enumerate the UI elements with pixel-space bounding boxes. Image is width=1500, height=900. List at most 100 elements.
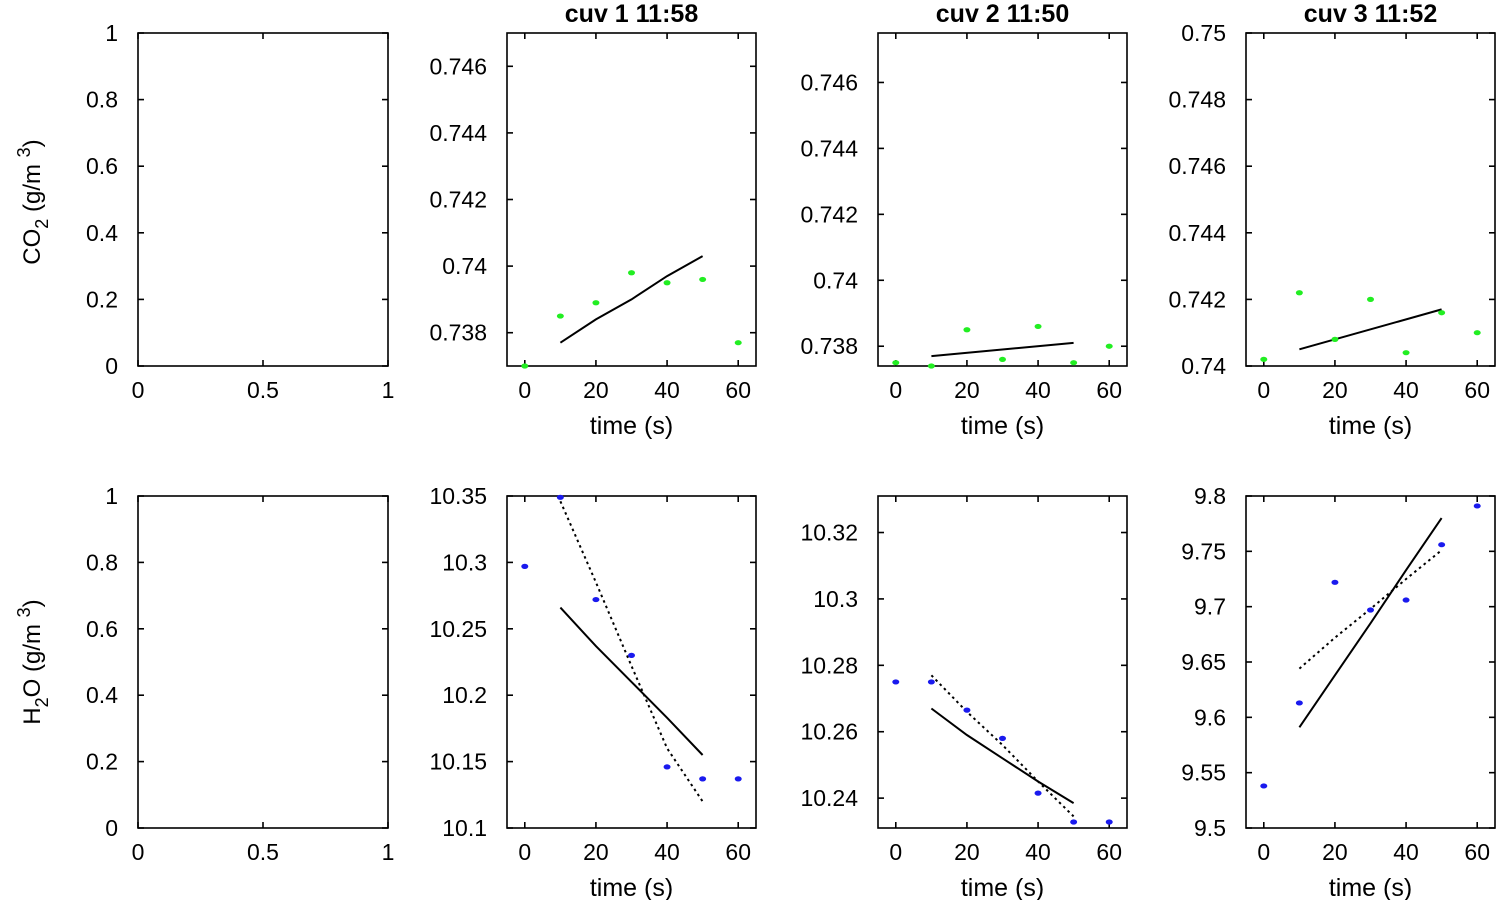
y-tick-label: 9.75	[1181, 538, 1226, 564]
x-tick-label: 1	[382, 839, 395, 865]
data-point	[1260, 783, 1268, 789]
y-tick-label: 10.25	[429, 616, 487, 642]
x-tick-label: 20	[954, 377, 980, 403]
data-point	[892, 360, 900, 366]
data-point	[1331, 336, 1339, 342]
x-tick-label: 40	[1393, 839, 1419, 865]
data-point	[1295, 290, 1303, 296]
co2-y-axis-label-part: )	[19, 139, 46, 147]
plot-frame	[877, 495, 1128, 829]
data-point	[734, 340, 742, 346]
data-point	[556, 494, 564, 500]
data-point	[663, 280, 671, 286]
y-tick-label: 9.8	[1194, 483, 1226, 509]
x-tick-label: 20	[1322, 839, 1348, 865]
plot-frame	[1245, 32, 1496, 367]
y-tick-label: 10.28	[800, 652, 858, 678]
solid-fit-line	[559, 606, 704, 756]
y-tick-label: 0.74	[1181, 353, 1226, 379]
y-tick-label: 0.8	[86, 87, 118, 113]
plot-frame	[137, 32, 389, 367]
data-point	[999, 356, 1006, 363]
y-tick-label: 1	[105, 20, 118, 46]
x-axis-label: time (s)	[1329, 874, 1412, 900]
data-point	[1473, 330, 1481, 336]
h2o-y-axis-label-part: )	[19, 599, 46, 607]
panel-h2o-cuv3: 0 20 40 60 9.5 9.55 9.6 9.65 9.7 9.75 9.8 time (s)	[1181, 483, 1496, 900]
x-tick-label: 40	[1393, 377, 1419, 403]
y-tick-label: 0.738	[800, 333, 858, 359]
data-point	[628, 270, 635, 276]
data-point	[521, 563, 529, 569]
x-tick-label: 0	[132, 377, 145, 403]
y-tick-label: 0.74	[442, 253, 487, 279]
co2-y-axis-label-part: 2	[32, 219, 52, 229]
data-point	[892, 679, 900, 685]
y-tick-label: 0.2	[86, 749, 118, 775]
dotted-fit-line	[930, 674, 1075, 818]
y-tick-label: 10.26	[800, 719, 858, 745]
data-point	[963, 707, 971, 713]
x-tick-label: 20	[583, 377, 609, 403]
data-point	[699, 276, 707, 283]
y-tick-label: 0.4	[86, 220, 118, 246]
solid-fit-line	[931, 341, 1074, 358]
panel-co2-cuv2: 0 20 40 60 0.738 0.74 0.742 0.744 0.746 cuv 2 11:…	[800, 0, 1128, 440]
co2-y-axis-label-part: (g/m	[19, 157, 46, 218]
h2o-y-axis-label-part: H	[19, 707, 46, 724]
data-point	[1367, 607, 1374, 613]
data-point	[699, 776, 707, 782]
x-tick-label: 60	[725, 377, 751, 403]
plot-frame	[1245, 495, 1496, 829]
data-point	[1402, 597, 1410, 603]
x-tick-label: 40	[654, 377, 680, 403]
x-tick-label: 0	[518, 377, 531, 403]
data-point	[556, 313, 564, 319]
data-point	[521, 363, 529, 369]
data-point	[963, 327, 971, 333]
data-point	[1331, 579, 1339, 585]
y-tick-label: 0.744	[800, 135, 858, 161]
x-tick-label: 60	[725, 839, 751, 865]
x-tick-label: 0.5	[247, 839, 279, 865]
x-tick-label: 0	[889, 839, 902, 865]
x-tick-label: 20	[954, 839, 980, 865]
y-tick-label: 9.55	[1181, 760, 1226, 786]
solid-fit-line	[1299, 308, 1442, 351]
data-point	[1105, 343, 1113, 349]
y-tick-label: 0.746	[1168, 153, 1226, 179]
x-tick-label: 20	[583, 839, 609, 865]
dotted-fit-line	[1298, 549, 1443, 670]
h2o-y-axis-label-part: 2	[32, 697, 52, 707]
y-tick-label: 0.744	[1168, 220, 1226, 246]
y-tick-label: 0.746	[800, 69, 858, 95]
data-point	[1367, 296, 1374, 302]
data-point	[628, 652, 635, 658]
panel-co2-cuv1: 0 20 40 60 0.738 0.74 0.742 0.744 0.746 cuv 1 11:…	[429, 0, 757, 440]
y-tick-label: 0.4	[86, 682, 118, 708]
data-point	[1402, 350, 1410, 356]
chart-title: cuv 2 11:50	[936, 0, 1069, 28]
x-tick-label: 0	[518, 839, 531, 865]
y-tick-label: 10.35	[429, 483, 487, 509]
data-point	[1070, 819, 1078, 825]
x-tick-label: 1	[382, 377, 395, 403]
y-tick-label: 10.15	[429, 749, 487, 775]
data-point	[1105, 819, 1113, 825]
y-tick-label: 0.74	[813, 267, 858, 293]
data-point	[1034, 790, 1042, 796]
y-tick-label: 0.6	[86, 153, 118, 179]
x-tick-label: 20	[1322, 377, 1348, 403]
panel-h2o-cuv1: 0 20 40 60 10.1 10.15 10.2 10.25 10.3 10.35 time (…	[429, 483, 757, 900]
h2o-y-axis-label-part: 3	[14, 607, 34, 617]
y-tick-label: 9.7	[1194, 594, 1226, 620]
plot-frame	[137, 495, 389, 829]
data-point	[1438, 310, 1446, 316]
y-tick-label: 10.3	[442, 549, 487, 575]
data-point	[927, 679, 935, 685]
x-tick-label: 60	[1464, 839, 1490, 865]
data-point	[1034, 323, 1042, 330]
data-point	[1473, 503, 1481, 509]
y-tick-label: 0.744	[429, 120, 487, 146]
